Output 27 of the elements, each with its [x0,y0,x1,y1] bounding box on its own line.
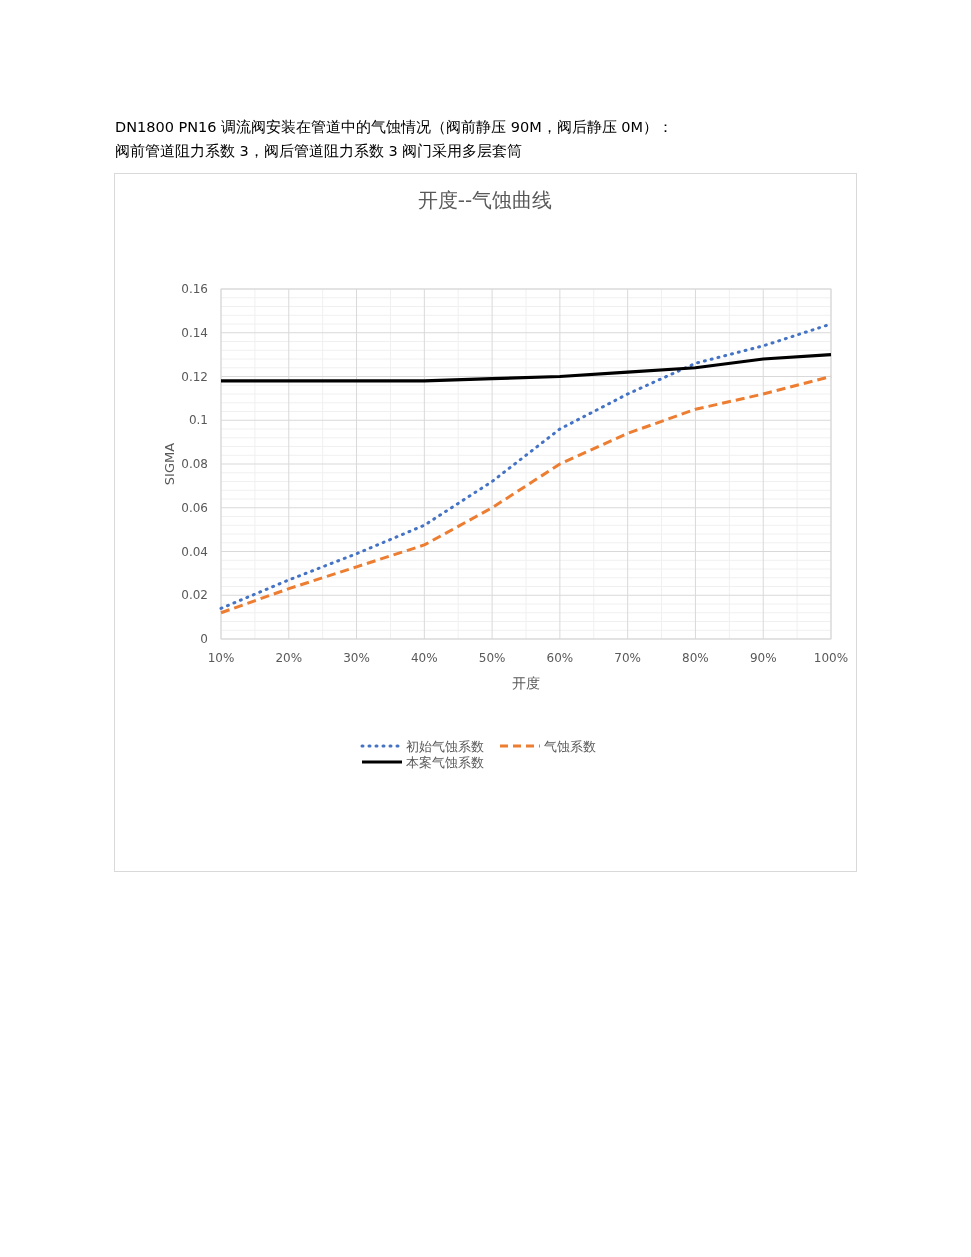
chart-title: 开度--气蚀曲线 [417,188,553,212]
x-tick-label: 70% [614,651,641,665]
y-tick-label: 0.1 [188,413,208,428]
y-axis-title: SIGMA [162,442,177,486]
y-tick-label: 0.04 [181,544,208,559]
y-tick-label: 0.06 [181,500,208,515]
x-tick-label: 10% [207,651,235,665]
legend-label: 气蚀系数 [544,739,596,754]
x-tick-label: 60% [546,651,574,665]
legend-label: 本案气蚀系数 [406,755,484,770]
y-tick-label: 0.14 [181,325,208,340]
legend-label: 初始气蚀系数 [406,739,484,754]
text: 阀前管道阻力系数 3，阀后管道阻力系数 3 阀门采用多层套筒 [115,143,523,159]
x-tick-label: 90% [749,651,777,665]
x-tick-label: 30% [343,651,370,665]
x-tick-label: 50% [478,651,506,665]
x-tick-label: 100% [813,651,849,665]
y-tick-label: 0 [200,632,208,646]
text: DN1800 PN16 调流阀安装在管道中的气蚀情况（阀前静压 90M，阀后静压 0M）： [115,119,674,135]
x-tick-label: 20% [275,651,303,665]
y-tick-label: 0.02 [181,588,208,603]
y-tick-label: 0.12 [181,369,208,384]
y-tick-label: 0.08 [181,457,208,471]
y-tick-label: 0.16 [181,282,208,296]
x-axis-title: 开度 [512,675,540,691]
x-tick-label: 40% [411,651,438,665]
x-tick-label: 80% [682,651,709,665]
